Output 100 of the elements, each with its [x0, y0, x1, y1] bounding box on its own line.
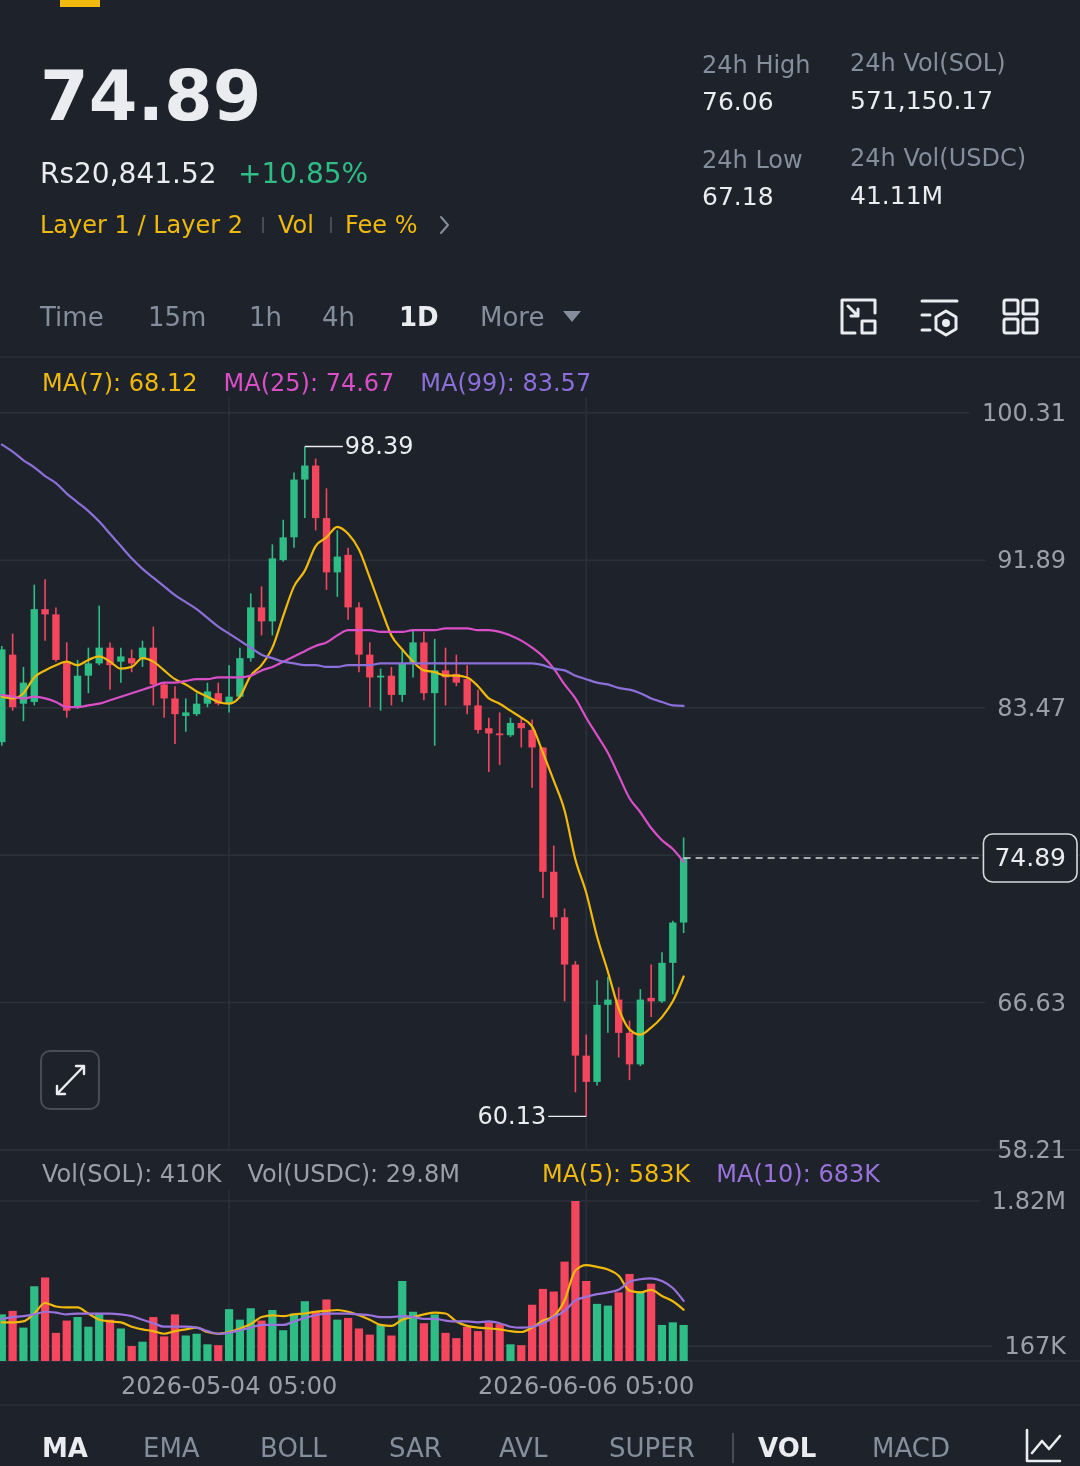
line-series [0, 525, 685, 1036]
x-tick-label: 2026-06-06 05:00 [478, 1372, 695, 1400]
text: 24h Low [702, 146, 803, 174]
text: MA [42, 1433, 88, 1463]
candlestick [485, 716, 493, 773]
candlestick [117, 646, 125, 684]
bar [73, 1317, 82, 1361]
text: 24h Vol(SOL) [850, 49, 1006, 77]
bar [668, 1322, 677, 1361]
y-tick-label: 91.89 [997, 546, 1066, 575]
bar [160, 1336, 169, 1361]
bar [571, 1200, 580, 1361]
candlestick [160, 681, 168, 719]
text: 24h High [702, 51, 811, 79]
bar [473, 1331, 483, 1361]
bar [430, 1314, 439, 1361]
y-tick-label: 1.82M [991, 1186, 1066, 1215]
bar [387, 1335, 396, 1361]
bar [517, 1345, 526, 1362]
annotation: 98.39 [344, 432, 414, 461]
candlestick [279, 519, 287, 563]
bar [127, 1346, 136, 1361]
text: MA(10): 683K [716, 1160, 882, 1188]
candlestick [604, 976, 612, 1034]
line-series [0, 1264, 685, 1335]
bar [614, 1292, 623, 1362]
line-series [0, 627, 685, 863]
bar [354, 1328, 364, 1361]
y-tick-label: 58.21 [997, 1136, 1066, 1164]
text: 76.06 [702, 86, 774, 116]
bar [322, 1299, 331, 1361]
bar [51, 1332, 61, 1361]
text: 1h [249, 302, 283, 332]
bar [398, 1281, 407, 1361]
text: Time [39, 302, 104, 332]
text: 74.89 [40, 55, 262, 137]
bar [344, 1317, 353, 1361]
bar [365, 1334, 374, 1361]
candlestick [41, 578, 49, 642]
candlestick [333, 529, 341, 598]
bar [636, 1291, 645, 1361]
candlestick [528, 718, 536, 789]
bar [560, 1261, 569, 1361]
text: BOLL [260, 1433, 328, 1463]
annotation: 60.13 [477, 1102, 547, 1131]
bar [625, 1273, 634, 1361]
text: Layer 1 / Layer 2 [40, 211, 243, 239]
text: Rs20,841.52 [40, 156, 217, 190]
text: 571,150.17 [850, 85, 994, 115]
bar [19, 1327, 28, 1361]
candlestick [171, 685, 179, 745]
candlestick [182, 697, 190, 733]
bar [582, 1281, 591, 1361]
bar [592, 1303, 602, 1361]
bar [300, 1301, 309, 1361]
bar [419, 1323, 428, 1361]
text: AVL [499, 1433, 548, 1463]
candlestick [192, 692, 201, 717]
bar [138, 1341, 147, 1361]
bar [376, 1324, 385, 1361]
bar [657, 1324, 667, 1361]
y-tick-label: 100.31 [982, 398, 1066, 427]
text: MA(7): 68.12 [42, 369, 198, 397]
bar [214, 1345, 223, 1362]
text: MA(5): 583K [541, 1160, 692, 1188]
text: 67.18 [702, 181, 774, 211]
bar [84, 1326, 93, 1361]
y-tick-label: 167K [1004, 1332, 1068, 1361]
bar [679, 1324, 688, 1361]
bar [647, 1283, 656, 1361]
candlestick [409, 629, 417, 679]
annotation: Vol(USDC): 29.8M [247, 1160, 460, 1188]
bar [257, 1320, 266, 1361]
text: 24h Vol(USDC) [850, 144, 1027, 172]
bar [116, 1328, 125, 1361]
candlestick [647, 963, 655, 1018]
candlestick [257, 585, 266, 637]
text: Vol [278, 211, 314, 239]
bar [192, 1333, 201, 1361]
bar [441, 1332, 450, 1361]
candlestick [128, 648, 136, 673]
x-tick-label: 2026-05-04 05:00 [120, 1372, 338, 1400]
bar [203, 1344, 212, 1361]
y-tick-label: 66.63 [997, 988, 1066, 1017]
bar [181, 1335, 190, 1361]
text: SAR [389, 1433, 442, 1463]
ref-line-label: 74.89 [994, 843, 1066, 873]
bar [484, 1322, 493, 1361]
bar [603, 1305, 612, 1361]
annotation: Vol(SOL): 410K [42, 1160, 223, 1188]
text: 15m [148, 302, 207, 332]
text: 4h [322, 302, 356, 332]
text: 41.11M [850, 180, 944, 210]
bar [333, 1319, 342, 1361]
text: More [480, 302, 545, 332]
text: VOL [758, 1433, 817, 1463]
bar [62, 1320, 71, 1361]
text: MA(99): 83.57 [420, 369, 592, 397]
text: MACD [872, 1433, 950, 1463]
bar [528, 1304, 537, 1361]
